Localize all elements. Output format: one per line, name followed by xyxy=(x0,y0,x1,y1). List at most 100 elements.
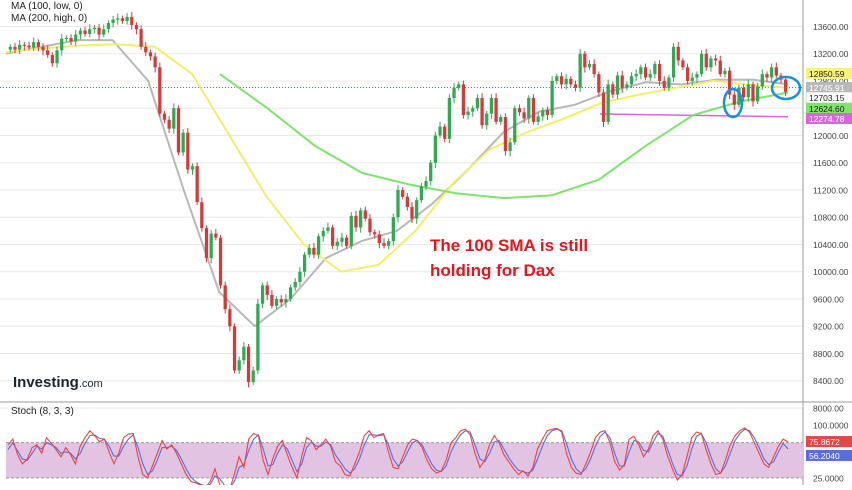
candle-body xyxy=(760,74,764,87)
candle-body xyxy=(64,38,69,40)
candle-body xyxy=(592,63,596,75)
candle-body xyxy=(657,63,662,81)
price-tick-label: 8000.00 xyxy=(813,404,844,414)
candle-body xyxy=(279,298,283,303)
ma-100-line xyxy=(5,43,789,273)
candle-body xyxy=(410,207,414,219)
candle-body xyxy=(13,46,17,50)
candle-body xyxy=(22,44,26,46)
price-tick-label: 10000.00 xyxy=(813,267,849,277)
legend-ma-low: MA (100, low, 0) xyxy=(11,1,83,12)
price-tick-label: 11600.00 xyxy=(813,158,848,168)
candle-body xyxy=(634,74,638,77)
candle-body xyxy=(587,63,592,68)
candle-body xyxy=(620,75,624,88)
candle-body xyxy=(429,162,433,182)
candle-body xyxy=(438,126,442,136)
candle-body xyxy=(242,346,246,361)
candle-body xyxy=(643,67,648,78)
candle-body xyxy=(120,18,125,21)
candle-body xyxy=(513,108,517,143)
candle-body xyxy=(284,298,288,303)
candle-body xyxy=(732,94,736,105)
price-tick-label: 13600.00 xyxy=(813,22,849,32)
candle-body xyxy=(172,108,176,129)
candle-body xyxy=(344,237,349,246)
candle-body xyxy=(737,87,741,105)
candle-body xyxy=(69,38,73,42)
candle-body xyxy=(60,38,64,51)
candle-body xyxy=(237,360,241,371)
candle-body xyxy=(302,254,307,272)
candle-body xyxy=(699,53,704,75)
highlight-circle-1 xyxy=(722,87,744,119)
candle-body xyxy=(181,132,185,153)
candle-body xyxy=(433,135,437,163)
candle-body xyxy=(718,60,722,75)
candle-body xyxy=(601,92,606,122)
candle-body xyxy=(190,166,195,170)
candle-body xyxy=(36,42,40,47)
candle-body xyxy=(606,84,610,122)
candle-body xyxy=(274,298,279,306)
price-tick-label: 8800.00 xyxy=(813,349,844,359)
candle-body xyxy=(326,227,330,231)
price-label: 12745.91 xyxy=(809,83,845,93)
candle-body xyxy=(116,18,120,20)
stoch-k-label-bg xyxy=(806,436,852,448)
candle-body xyxy=(167,119,171,129)
candle-body xyxy=(349,215,353,246)
stoch-d-line xyxy=(7,428,789,490)
candle-body xyxy=(419,186,423,201)
candle-body xyxy=(405,196,409,207)
candle-body xyxy=(695,74,699,78)
price-label: 12850.59 xyxy=(809,69,845,79)
candle-body xyxy=(176,108,181,153)
candle-body xyxy=(485,113,489,126)
candle-body xyxy=(671,46,676,78)
candle-body xyxy=(134,25,139,30)
candle-body xyxy=(531,97,536,122)
candle-body xyxy=(475,97,480,109)
candle-body xyxy=(756,86,760,102)
candle-body xyxy=(746,84,750,98)
candle-body xyxy=(615,75,620,95)
stoch-tick-label: 100.0000 xyxy=(813,421,849,431)
candle-body xyxy=(130,16,134,26)
candle-body xyxy=(50,55,55,64)
candle-body xyxy=(676,46,680,61)
candle-body xyxy=(373,232,377,235)
candle-body xyxy=(232,326,237,371)
price-tick-label: 12800.00 xyxy=(813,76,849,86)
legend-ma-high: MA (200, high, 0) xyxy=(11,13,88,24)
candle-body xyxy=(545,110,550,116)
candle-body xyxy=(704,53,708,68)
candle-body xyxy=(550,80,554,116)
candle-body xyxy=(770,67,774,78)
price-tick-label: 9600.00 xyxy=(813,294,844,304)
brand-logo: Investing.com xyxy=(13,374,103,391)
candle-body xyxy=(662,80,666,88)
candle-body xyxy=(466,111,470,116)
candle-body xyxy=(27,45,31,48)
candle-body xyxy=(251,370,255,383)
candle-body xyxy=(92,27,97,30)
candle-body xyxy=(713,58,718,61)
candle-body xyxy=(723,70,727,75)
candle-body xyxy=(541,110,545,117)
candle-body xyxy=(648,74,652,78)
candle-body xyxy=(452,87,456,98)
candle-body xyxy=(508,142,512,152)
candle-body xyxy=(363,210,367,219)
price-tick-label: 11200.00 xyxy=(813,185,848,195)
stoch-d-label-bg xyxy=(806,449,852,461)
candle-body xyxy=(354,215,358,228)
candle-body xyxy=(316,236,321,255)
candle-body xyxy=(564,78,568,85)
candle-body xyxy=(391,217,395,242)
candle-body xyxy=(741,87,746,98)
candle-body xyxy=(218,237,223,286)
candle-body xyxy=(97,27,101,35)
stoch-d-label: 56.2040 xyxy=(809,451,840,461)
